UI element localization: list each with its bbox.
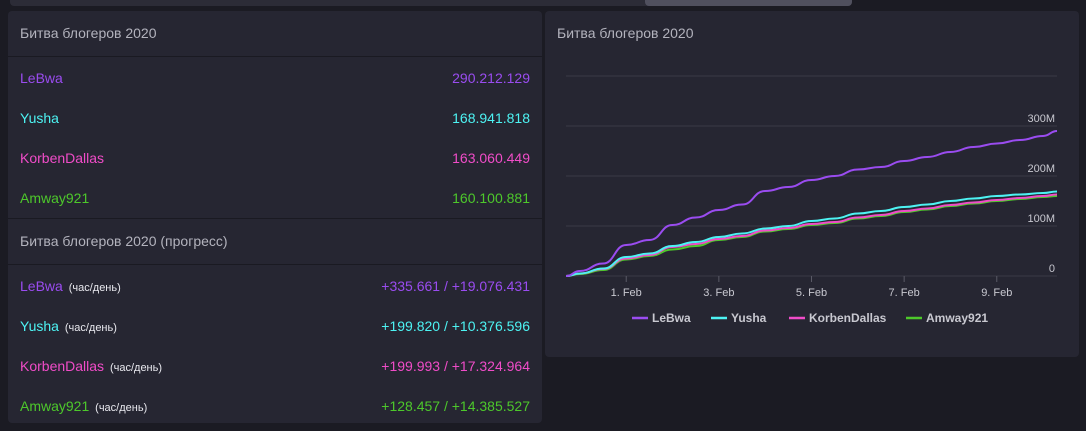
totals-row-value: 163.060.449: [452, 150, 530, 166]
progress-title: Битва блогеров 2020 (прогресс): [8, 218, 542, 265]
progress-row-label: Amway921 (час/день): [20, 398, 147, 414]
progress-row-label: KorbenDallas (час/день): [20, 358, 162, 374]
progress-list: LeBwa (час/день) +335.661 / +19.076.431 …: [8, 265, 542, 426]
totals-row-name: LeBwa: [20, 70, 63, 86]
totals-list: LeBwa 290.212.129 Yusha 168.941.818 Korb…: [8, 57, 542, 218]
progress-row-name: LeBwa: [20, 278, 63, 294]
progress-row-name: KorbenDallas: [20, 358, 105, 374]
progress-row-label: Yusha (час/день): [20, 318, 117, 334]
series-line-korbendallas: [565, 193, 1058, 277]
chart-title: Битва блогеров 2020: [557, 25, 694, 41]
y-tick-label: 100M: [1027, 213, 1055, 225]
totals-row-value: 160.100.881: [452, 190, 530, 206]
progress-row-suffix: (час/день): [109, 362, 163, 374]
top-scrollbar-thumb[interactable]: [645, 0, 852, 6]
top-scrollbar-track[interactable]: [10, 0, 852, 6]
legend-item-amway921: Amway921: [926, 311, 988, 325]
totals-row: KorbenDallas 163.060.449: [8, 138, 542, 178]
chart-panel: Битва блогеров 2020 0 100M 200M 300M 1. Feb 3…: [545, 11, 1079, 357]
series-line-lebwa: [565, 130, 1058, 277]
totals-row-name: Amway921: [20, 190, 90, 206]
x-tick-label: 9. Feb: [981, 287, 1012, 299]
legend-item-yusha: Yusha: [731, 311, 767, 325]
x-tick-label: 1. Feb: [611, 287, 642, 299]
progress-row-suffix: (час/день): [95, 402, 148, 414]
totals-title: Битва блогеров 2020: [8, 11, 542, 57]
y-tick-label: 300M: [1027, 113, 1055, 125]
progress-row-name: Amway921: [20, 398, 90, 414]
progress-row-label: LeBwa (час/день): [20, 278, 121, 294]
totals-row-name: KorbenDallas: [20, 150, 105, 166]
progress-row-value: +199.993 / +17.324.964: [381, 358, 530, 374]
stats-panel: Битва блогеров 2020 LeBwa 290.212.129 Yu…: [8, 11, 542, 423]
series-line-amway921: [565, 195, 1058, 277]
totals-row: Amway921 160.100.881: [8, 178, 542, 218]
totals-row-value: 168.941.818: [452, 110, 530, 126]
x-tick-label: 7. Feb: [889, 287, 920, 299]
legend-item-korbendallas: KorbenDallas: [809, 311, 887, 325]
progress-row-suffix: (час/день): [64, 322, 117, 334]
progress-row-value: +128.457 / +14.385.527: [381, 398, 530, 414]
x-tick-label: 3. Feb: [703, 287, 734, 299]
progress-row-name: Yusha: [20, 318, 59, 334]
progress-row: Amway921 (час/день) +128.457 / +14.385.5…: [8, 386, 542, 426]
progress-row-suffix: (час/день): [68, 282, 121, 294]
x-tick-label: 5. Feb: [796, 287, 827, 299]
totals-row-name: Yusha: [20, 110, 59, 126]
series-line-yusha: [565, 190, 1058, 277]
totals-row: Yusha 168.941.818: [8, 98, 542, 138]
totals-row: LeBwa 290.212.129: [8, 58, 542, 98]
y-tick-label: 200M: [1027, 163, 1055, 175]
progress-row: LeBwa (час/день) +335.661 / +19.076.431: [8, 266, 542, 306]
y-tick-label: 0: [1049, 263, 1055, 275]
line-chart[interactable]: 0 100M 200M 300M 1. Feb 3. Feb 5. Feb 7. Feb 9. …: [545, 56, 1079, 356]
legend-item-lebwa: LeBwa: [652, 311, 691, 325]
progress-row: KorbenDallas (час/день) +199.993 / +17.3…: [8, 346, 542, 386]
progress-row-value: +199.820 / +10.376.596: [381, 318, 530, 334]
progress-row: Yusha (час/день) +199.820 / +10.376.596: [8, 306, 542, 346]
totals-row-value: 290.212.129: [452, 70, 530, 86]
progress-row-value: +335.661 / +19.076.431: [381, 278, 530, 294]
